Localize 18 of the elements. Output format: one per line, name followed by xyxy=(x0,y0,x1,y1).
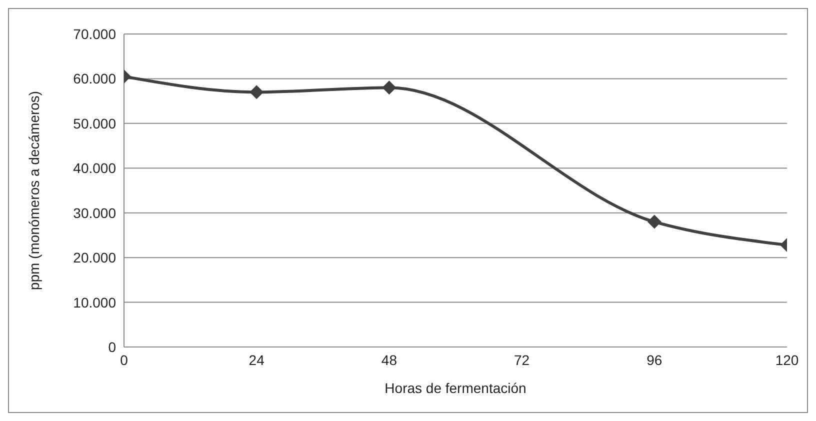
point xyxy=(250,85,264,100)
y-tick-label: 50.000 xyxy=(73,115,116,132)
x-tick-label: 96 xyxy=(646,352,662,368)
y-tick-label: 30.000 xyxy=(73,204,116,221)
y-tick-label: 10.000 xyxy=(73,294,116,310)
point xyxy=(382,80,396,95)
y-tick-label: 70.000 xyxy=(73,26,116,42)
x-tick-label: 0 xyxy=(120,352,128,368)
x-tick-label: 120 xyxy=(775,352,799,368)
y-tick-label: 40.000 xyxy=(73,160,116,176)
y-axis-title: ppm (monómeros a decámeros) xyxy=(26,90,42,290)
y-tick-label: 20.000 xyxy=(73,250,116,266)
x-tick-label: 48 xyxy=(381,352,398,368)
x-axis-title: Horas de fermentación xyxy=(384,380,526,396)
y-tick-label: 0 xyxy=(108,338,116,355)
y-tick-label: 60.000 xyxy=(73,70,116,87)
x-tick-label: 24 xyxy=(248,352,265,368)
x-tick-label: 72 xyxy=(514,352,530,368)
